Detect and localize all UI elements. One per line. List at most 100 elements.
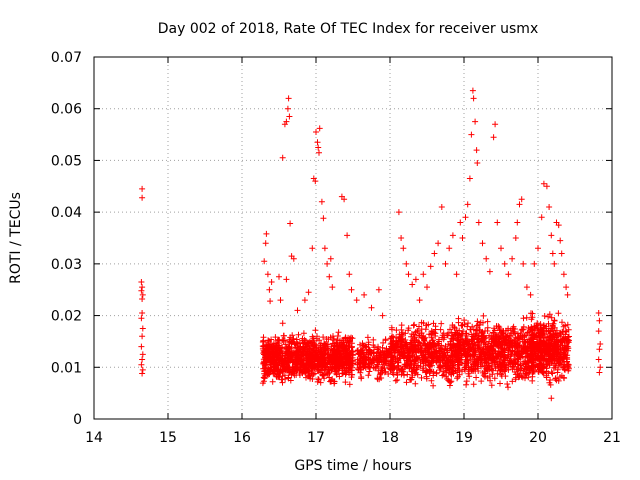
data-point xyxy=(420,352,427,358)
data-point xyxy=(596,369,603,376)
data-point xyxy=(545,370,552,377)
data-point xyxy=(422,347,429,354)
data-point xyxy=(457,219,464,226)
data-point xyxy=(427,368,434,375)
data-point xyxy=(535,341,542,348)
data-point xyxy=(139,296,146,302)
data-point xyxy=(314,333,320,340)
data-point xyxy=(483,255,490,262)
data-point xyxy=(442,343,449,350)
data-point xyxy=(262,350,269,357)
data-point xyxy=(139,351,146,358)
data-point xyxy=(444,376,451,382)
data-point xyxy=(493,354,500,361)
data-point xyxy=(389,352,396,359)
data-point xyxy=(469,87,476,94)
data-point xyxy=(312,178,319,185)
data-point xyxy=(555,377,562,384)
data-point xyxy=(437,326,444,333)
data-point xyxy=(520,346,527,353)
data-point xyxy=(405,361,412,367)
data-point xyxy=(505,366,512,373)
data-point xyxy=(260,359,267,366)
data-point xyxy=(315,368,322,375)
data-point xyxy=(484,318,491,325)
data-point xyxy=(342,354,348,361)
data-point xyxy=(519,326,526,333)
data-point xyxy=(321,340,328,347)
data-point xyxy=(279,379,286,386)
data-point xyxy=(520,260,527,267)
data-point xyxy=(468,345,475,352)
data-point xyxy=(456,327,463,334)
data-point xyxy=(293,368,300,375)
data-point xyxy=(287,377,294,384)
data-point xyxy=(449,351,456,357)
data-point xyxy=(515,335,522,342)
data-point xyxy=(284,105,291,112)
data-point xyxy=(535,368,542,375)
data-point xyxy=(412,380,419,387)
data-point xyxy=(518,327,525,333)
data-point xyxy=(505,271,512,278)
data-point xyxy=(139,356,146,363)
data-point xyxy=(288,345,295,352)
data-point xyxy=(482,327,489,334)
data-point xyxy=(448,329,455,336)
data-point xyxy=(392,345,399,352)
data-point xyxy=(290,335,297,342)
data-point xyxy=(498,371,505,378)
data-point xyxy=(286,113,293,120)
data-point xyxy=(408,333,415,340)
data-point xyxy=(564,321,571,328)
data-point xyxy=(261,373,268,380)
data-point xyxy=(375,359,382,366)
data-point xyxy=(421,337,428,344)
data-point xyxy=(547,377,554,383)
data-point xyxy=(420,365,427,372)
data-point xyxy=(346,271,353,278)
data-point xyxy=(496,364,503,371)
data-point xyxy=(546,355,553,362)
data-point xyxy=(505,384,511,391)
data-point xyxy=(139,366,146,373)
data-point xyxy=(310,349,317,356)
data-point xyxy=(498,245,504,252)
data-point xyxy=(466,175,473,182)
data-point xyxy=(426,369,433,376)
data-point xyxy=(405,325,412,332)
data-point xyxy=(489,346,496,352)
data-point xyxy=(324,260,331,267)
data-point xyxy=(541,313,548,319)
data-point xyxy=(540,327,547,334)
data-point xyxy=(294,307,301,314)
data-point xyxy=(395,209,402,216)
data-point xyxy=(546,204,553,210)
data-point xyxy=(459,235,466,241)
data-point xyxy=(368,304,375,311)
data-point xyxy=(435,336,442,343)
data-point xyxy=(528,324,535,330)
data-point xyxy=(403,379,410,386)
data-point xyxy=(557,374,563,380)
data-point xyxy=(401,350,408,357)
data-point xyxy=(565,367,572,374)
data-point xyxy=(403,260,410,267)
data-point xyxy=(375,367,382,374)
data-point xyxy=(518,196,525,203)
data-point xyxy=(322,364,329,370)
data-point xyxy=(537,321,544,328)
data-point xyxy=(472,118,479,125)
data-point xyxy=(596,317,603,324)
data-point xyxy=(563,340,570,347)
data-point xyxy=(466,373,473,380)
data-point xyxy=(316,125,323,132)
data-point xyxy=(345,350,352,357)
data-point xyxy=(325,355,332,362)
data-point xyxy=(555,349,562,356)
data-point xyxy=(375,286,382,293)
data-point xyxy=(276,374,283,381)
data-point xyxy=(402,330,409,337)
data-point xyxy=(355,347,361,354)
data-point xyxy=(543,183,550,190)
